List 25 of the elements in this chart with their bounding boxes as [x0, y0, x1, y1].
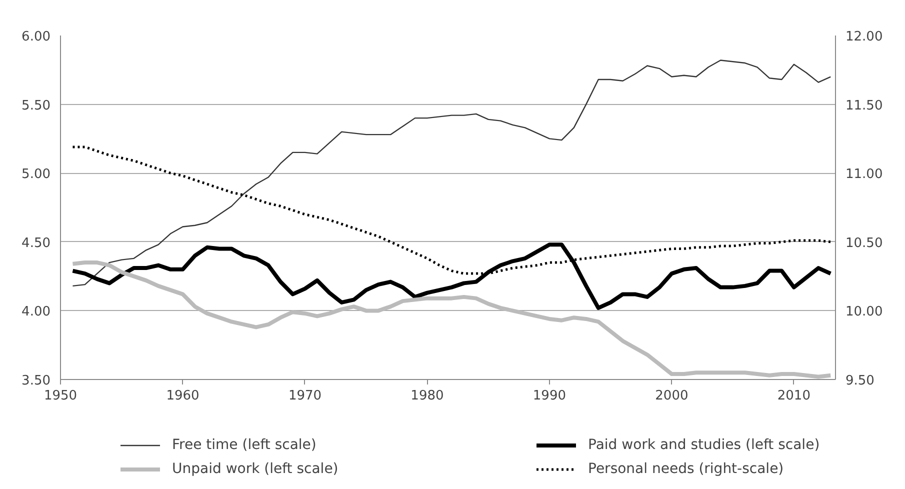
x-tick-label: 2000: [655, 388, 688, 404]
x-tick-label: 1950: [44, 388, 78, 404]
y2-tick-label: 10.50: [846, 236, 883, 251]
line-series: [72, 60, 832, 287]
legend-label: Free time (left scale): [172, 437, 318, 453]
y2-tick-label: 11.00: [846, 167, 883, 182]
legend-label: Unpaid work (left scale): [172, 461, 340, 477]
y-tick-label: 6.00: [22, 30, 51, 44]
y-tick-label: 3.50: [22, 374, 51, 388]
legend-label: Personal needs (right-scale): [588, 461, 785, 477]
y2-tick-label: 12.00: [846, 30, 883, 44]
x-tick-label: 1990: [532, 388, 566, 404]
y2-tick-label: 9.50: [846, 374, 874, 388]
line-series: [70, 260, 833, 379]
y2-tick-label: 11.50: [846, 98, 883, 114]
x-tick-label: 1970: [288, 388, 322, 404]
y-tick-label: 4.00: [22, 304, 51, 320]
y-tick-label: 5.50: [22, 98, 51, 114]
y-tick-label: 4.50: [22, 236, 51, 251]
x-tick-label: 1960: [166, 388, 200, 404]
legend-label: Paid work and studies (left scale): [588, 437, 821, 453]
y-tick-label: 5.00: [22, 167, 51, 182]
x-tick-label: 2010: [777, 388, 810, 404]
x-tick-label: 1980: [410, 388, 444, 404]
y2-tick-label: 10.00: [846, 304, 883, 320]
